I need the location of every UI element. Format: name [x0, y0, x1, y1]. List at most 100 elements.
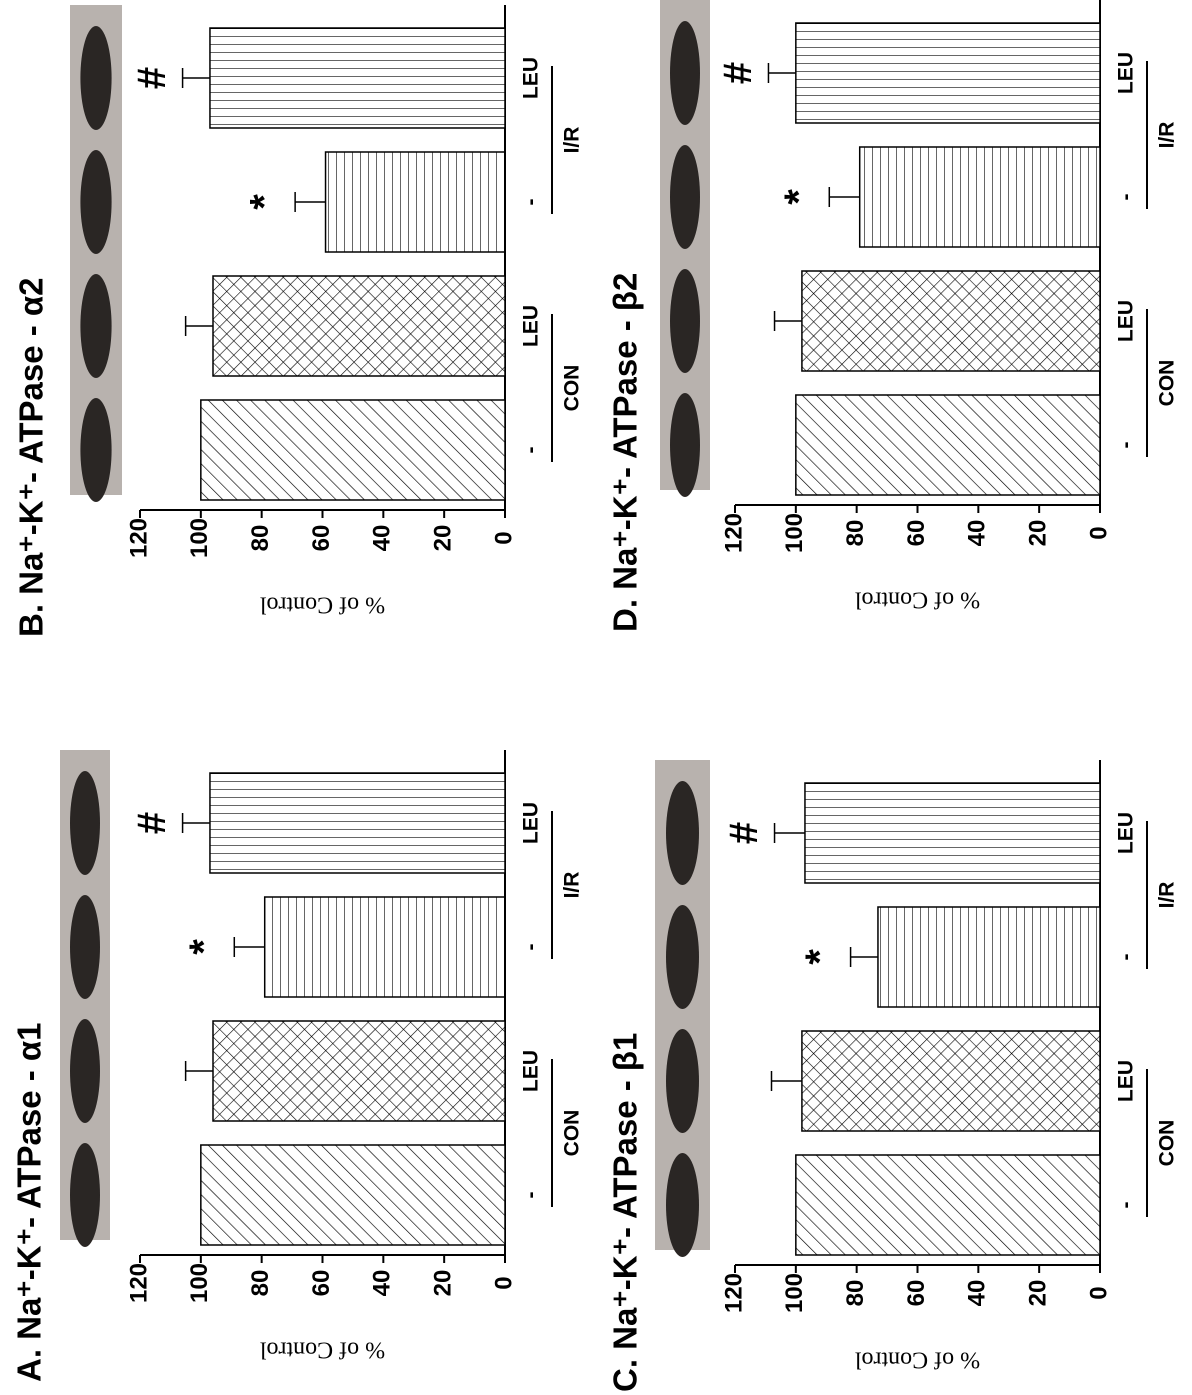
y-tick-label: 60: [903, 520, 930, 547]
bar: [265, 897, 505, 997]
blot-band: [70, 771, 100, 875]
group-label: CON: [561, 365, 584, 412]
group-label: I/R: [561, 127, 584, 154]
x-tick-label: -: [1115, 442, 1138, 449]
y-axis-label: % of Control: [260, 1336, 386, 1362]
bar: [802, 1031, 1100, 1131]
blot-band: [80, 398, 111, 502]
bar: [210, 28, 505, 128]
x-tick-label: LEU: [1115, 300, 1138, 342]
blot-band: [666, 905, 699, 1009]
x-tick-label: LEU: [520, 305, 543, 347]
y-tick-label: 20: [430, 1270, 457, 1297]
annotation: #: [130, 67, 174, 89]
y-tick-label: 0: [490, 531, 517, 544]
group-label: I/R: [1156, 122, 1179, 149]
blot-band: [670, 393, 700, 497]
bar: [326, 152, 505, 252]
bar: [805, 783, 1100, 883]
x-tick-label: -: [1115, 954, 1138, 961]
annotation: #: [716, 62, 760, 84]
y-tick-label: 60: [308, 525, 335, 552]
group-label: CON: [1156, 360, 1179, 407]
bar: [796, 395, 1100, 495]
x-tick-label: -: [520, 1192, 543, 1199]
panel: B. Na⁺-K⁺- ATPase - α2 0 20 40 60 80 100 120 % o…: [13, 5, 584, 637]
blot-band: [70, 895, 100, 999]
chart-title: D. Na⁺-K⁺- ATPase - β2: [607, 273, 644, 632]
bar: [201, 400, 505, 500]
bar: [796, 1155, 1100, 1255]
chart-title: A. Na⁺-K⁺- ATPase - α1: [11, 1022, 48, 1382]
bar: [210, 773, 505, 873]
y-tick-label: 40: [369, 1270, 396, 1297]
bar: [201, 1145, 505, 1245]
y-tick-label: 120: [720, 513, 747, 553]
y-tick-label: 20: [430, 525, 457, 552]
annotation: #: [130, 812, 174, 834]
annotation: *: [798, 949, 842, 965]
y-tick-label: 0: [490, 1276, 517, 1289]
blot-band: [80, 274, 111, 378]
x-tick-label: -: [520, 944, 543, 951]
y-tick-label: 80: [247, 525, 274, 552]
y-tick-label: 120: [125, 1263, 152, 1303]
blot-band: [670, 145, 700, 249]
y-tick-label: 60: [308, 1270, 335, 1297]
y-tick-label: 100: [781, 1273, 808, 1313]
blot-band: [666, 1029, 699, 1133]
y-tick-label: 20: [1025, 520, 1052, 547]
x-tick-label: LEU: [1115, 52, 1138, 94]
panel: C. Na⁺-K⁺- ATPase - β1 0 20 40 60 80 100 120 % o…: [607, 760, 1179, 1392]
y-tick-label: 0: [1085, 1286, 1112, 1299]
chart-title: C. Na⁺-K⁺- ATPase - β1: [607, 1033, 644, 1392]
y-axis-label: % of Control: [855, 586, 981, 612]
chart-title: B. Na⁺-K⁺- ATPase - α2: [13, 277, 50, 637]
y-tick-label: 80: [247, 1270, 274, 1297]
x-tick-label: -: [1115, 194, 1138, 201]
figure: A. Na⁺-K⁺- ATPase - α1 0 20 40 60 80 100 120 % o…: [0, 0, 1192, 1395]
annotation: *: [182, 939, 226, 955]
annotation: *: [243, 194, 287, 210]
panel: A. Na⁺-K⁺- ATPase - α1 0 20 40 60 80 100 120 % o…: [11, 750, 584, 1382]
group-label: I/R: [1156, 882, 1179, 909]
y-tick-label: 100: [781, 513, 808, 553]
blot-band: [80, 26, 111, 130]
y-tick-label: 40: [369, 525, 396, 552]
y-axis-label: % of Control: [260, 591, 386, 617]
x-tick-label: LEU: [520, 57, 543, 99]
blot-band: [666, 1153, 699, 1257]
group-label: CON: [1156, 1120, 1179, 1167]
y-axis-label: % of Control: [855, 1346, 981, 1372]
y-tick-label: 100: [186, 518, 213, 558]
y-tick-label: 80: [842, 1280, 869, 1307]
blot-band: [70, 1143, 100, 1247]
blot-band: [670, 21, 700, 125]
blot-band: [80, 150, 111, 254]
x-tick-label: LEU: [1115, 1060, 1138, 1102]
y-tick-label: 20: [1025, 1280, 1052, 1307]
y-tick-label: 40: [964, 1280, 991, 1307]
bar: [213, 1021, 505, 1121]
group-label: I/R: [561, 872, 584, 899]
bar: [796, 23, 1100, 123]
annotation: #: [722, 822, 766, 844]
y-tick-label: 120: [720, 1273, 747, 1313]
bar: [213, 276, 505, 376]
annotation: *: [777, 189, 821, 205]
blot-band: [670, 269, 700, 373]
x-tick-label: LEU: [1115, 812, 1138, 854]
bar: [802, 271, 1100, 371]
y-tick-label: 100: [186, 1263, 213, 1303]
blot-band: [666, 781, 699, 885]
x-tick-label: LEU: [520, 802, 543, 844]
bar: [860, 147, 1100, 247]
y-tick-label: 60: [903, 1280, 930, 1307]
x-tick-label: -: [520, 199, 543, 206]
y-tick-label: 80: [842, 520, 869, 547]
bar: [878, 907, 1100, 1007]
x-tick-label: -: [1115, 1202, 1138, 1209]
y-tick-label: 120: [125, 518, 152, 558]
blot-band: [70, 1019, 100, 1123]
